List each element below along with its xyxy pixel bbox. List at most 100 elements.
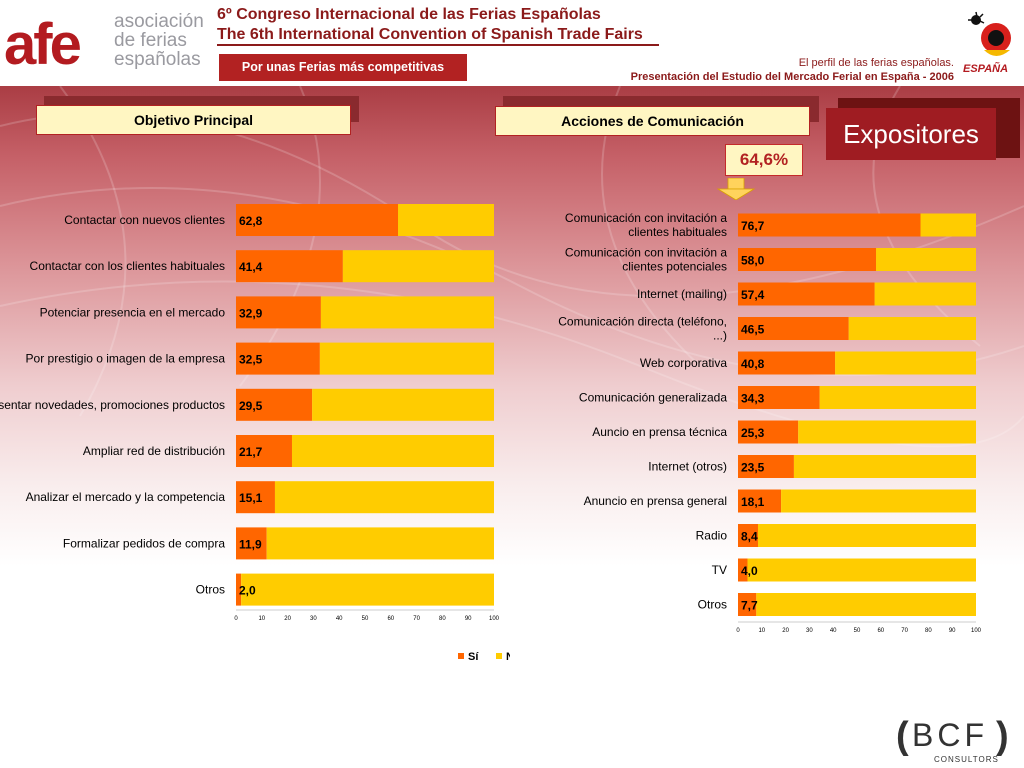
bar-si bbox=[236, 435, 292, 467]
data-label: 18,1 bbox=[741, 495, 765, 509]
category-label: Presentar novedades, promociones product… bbox=[0, 398, 225, 412]
bar-no bbox=[398, 204, 494, 236]
bar-si bbox=[738, 420, 799, 444]
afe-logo: afe bbox=[4, 14, 84, 72]
bar-no bbox=[793, 455, 976, 478]
category-label: Contactar con nuevos clientes bbox=[64, 213, 225, 227]
bar-si bbox=[236, 250, 343, 283]
afe-logo-letters: afe bbox=[4, 14, 81, 72]
org-name-line-2: de ferias bbox=[114, 30, 187, 51]
bar-si bbox=[738, 455, 794, 478]
category-label: Por prestigio o imagen de la empresa bbox=[26, 352, 226, 366]
category-label: ...) bbox=[713, 329, 727, 343]
data-label: 76,7 bbox=[741, 219, 765, 233]
section-label: Expositores bbox=[826, 108, 996, 160]
x-tick-label: 100 bbox=[489, 616, 500, 622]
data-label: 34,3 bbox=[741, 392, 765, 406]
study-info: El perfil de las ferias españolas. Prese… bbox=[631, 56, 954, 84]
bar-si bbox=[738, 351, 836, 375]
data-label: 62,8 bbox=[239, 214, 263, 228]
x-tick-label: 10 bbox=[258, 616, 265, 622]
bar-si bbox=[236, 573, 242, 606]
bar-si bbox=[738, 248, 877, 271]
tagline-banner: Por unas Ferias más competitivas bbox=[219, 54, 467, 81]
x-tick-label: 0 bbox=[234, 616, 238, 622]
data-label: 21,7 bbox=[239, 445, 263, 459]
bar-no bbox=[819, 386, 976, 409]
category-label: Otros bbox=[196, 583, 225, 597]
bcf-logo-open-paren: ( bbox=[896, 715, 909, 757]
data-label: 2,0 bbox=[239, 584, 256, 598]
bar-si bbox=[738, 489, 782, 513]
org-name-line-1: asociación bbox=[114, 11, 204, 32]
org-name-line-3: españolas bbox=[114, 49, 201, 70]
bar-no bbox=[241, 573, 494, 606]
x-tick-label: 40 bbox=[830, 628, 837, 634]
bar-si bbox=[738, 282, 875, 306]
data-label: 8,4 bbox=[741, 530, 758, 544]
bcf-consultors-logo: ( BCF ) CONSULTORS bbox=[896, 715, 1009, 764]
bar-si bbox=[738, 386, 820, 409]
bar-no bbox=[848, 317, 976, 340]
data-label: 32,5 bbox=[239, 353, 263, 367]
data-label: 7,7 bbox=[741, 599, 758, 613]
x-tick-label: 90 bbox=[465, 616, 472, 622]
bar-no bbox=[291, 435, 494, 467]
x-tick-label: 40 bbox=[336, 616, 343, 622]
data-label: 11,9 bbox=[239, 537, 262, 551]
category-label: Comunicación con invitación a bbox=[565, 246, 727, 260]
category-label: Analizar el mercado y la competencia bbox=[26, 490, 226, 504]
category-label: clientes habituales bbox=[628, 225, 727, 239]
bar-si bbox=[236, 296, 321, 329]
bar-si bbox=[236, 342, 320, 375]
x-tick-label: 20 bbox=[284, 616, 291, 622]
bar-si bbox=[236, 527, 267, 560]
bar-si bbox=[738, 558, 748, 582]
category-label: Comunicación generalizada bbox=[579, 391, 727, 405]
left-bars-group: 62,8 Contactar con nuevos clientes 41,4 Con… bbox=[0, 204, 510, 663]
x-tick-label: 30 bbox=[806, 628, 813, 634]
data-label: 40,8 bbox=[741, 357, 765, 371]
espana-logo: ESPAÑA bbox=[963, 11, 1011, 74]
title-es: 6º Congreso Internacional de las Ferias … bbox=[217, 6, 601, 23]
bar-no bbox=[312, 388, 494, 421]
x-tick-label: 50 bbox=[854, 628, 861, 634]
category-label: Internet (otros) bbox=[648, 460, 727, 474]
bar-si bbox=[738, 524, 758, 547]
data-label: 57,4 bbox=[741, 288, 765, 302]
data-label: 46,5 bbox=[741, 323, 765, 337]
bcf-logo-close-paren: ) bbox=[996, 715, 1009, 757]
data-label: 4,0 bbox=[741, 564, 758, 578]
legend-label: Sí bbox=[468, 651, 479, 663]
bar-si bbox=[236, 388, 313, 421]
data-label: 29,5 bbox=[239, 399, 263, 413]
bar-no bbox=[920, 213, 976, 237]
category-label: Internet (mailing) bbox=[637, 287, 727, 301]
bar-si bbox=[236, 481, 275, 514]
category-label: Anuncio en prensa general bbox=[584, 494, 727, 508]
bar-no bbox=[266, 527, 494, 560]
x-tick-label: 60 bbox=[387, 616, 394, 622]
category-label: Otros bbox=[698, 598, 727, 612]
x-tick-label: 10 bbox=[758, 628, 765, 634]
legend-swatch bbox=[496, 653, 502, 659]
category-label: clientes potenciales bbox=[622, 260, 727, 274]
x-tick-label: 70 bbox=[413, 616, 420, 622]
category-label: Ampliar red de distribución bbox=[83, 444, 225, 458]
bcf-logo-letters: BCF bbox=[912, 717, 988, 753]
bar-no bbox=[876, 248, 976, 271]
bar-si bbox=[738, 317, 849, 340]
x-tick-label: 60 bbox=[877, 628, 884, 634]
category-label: Contactar con los clientes habituales bbox=[30, 259, 225, 273]
x-tick-label: 80 bbox=[925, 628, 932, 634]
header: afe asociación de ferias españolas 6º Co… bbox=[0, 0, 1024, 86]
x-tick-label: 90 bbox=[949, 628, 956, 634]
category-label: Auncio en prensa técnica bbox=[592, 425, 727, 439]
right-chart-title: Acciones de Comunicación bbox=[495, 106, 810, 136]
x-tick-label: 100 bbox=[971, 628, 982, 634]
bar-no bbox=[342, 250, 494, 283]
x-tick-label: 80 bbox=[439, 616, 446, 622]
x-tick-label: 30 bbox=[310, 616, 317, 622]
